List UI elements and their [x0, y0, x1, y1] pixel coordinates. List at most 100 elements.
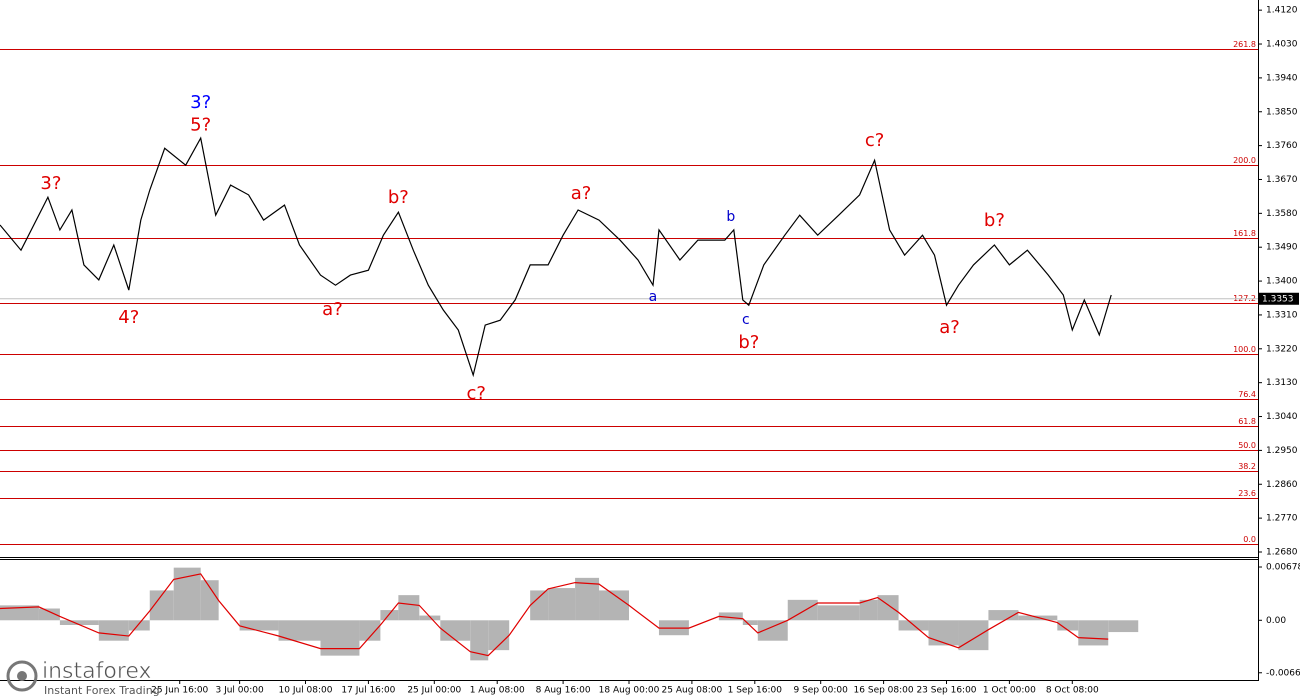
wave-label: a? — [571, 183, 592, 204]
wave-label: b? — [388, 187, 409, 208]
wave-label: c — [742, 312, 750, 328]
x-tick-label: 1 Oct 00:00 — [983, 686, 1036, 696]
macd-bar — [718, 612, 743, 621]
y-tick-label: 1.2860 — [1266, 480, 1298, 490]
y-tick-label: 0.00678 — [1266, 563, 1300, 573]
fib-label: 50.0 — [1238, 441, 1256, 450]
macd-bar — [320, 620, 360, 656]
x-tick-label: 3 Jul 00:00 — [215, 686, 264, 696]
price-line — [0, 136, 1112, 378]
logo — [6, 660, 38, 692]
macd-bar — [1078, 620, 1109, 646]
macd-bar — [859, 599, 878, 621]
wave-label: 3? — [190, 92, 211, 113]
y-tick-label: 1.3400 — [1266, 277, 1298, 287]
wave-label: a? — [322, 299, 343, 320]
macd-bar — [98, 620, 129, 641]
y-tick-label: -0.00668 — [1266, 668, 1300, 678]
wave-label: b? — [738, 332, 759, 353]
macd-bar — [359, 620, 381, 641]
y-tick-label: 1.3040 — [1266, 412, 1298, 422]
x-tick-label: 25 Aug 08:00 — [662, 686, 723, 696]
wave-label: 5? — [190, 114, 211, 135]
y-tick-label: 1.3310 — [1266, 310, 1298, 320]
y-tick-label: 1.3940 — [1266, 73, 1298, 83]
logo — [17, 671, 27, 681]
macd-bar — [742, 620, 758, 625]
x-tick-label: 8 Aug 16:00 — [536, 686, 591, 696]
last-price-tag — [1259, 292, 1299, 305]
x-tick-label: 17 Jul 16:00 — [341, 686, 395, 696]
watermark-tagline: Instant Forex Trading — [44, 684, 160, 697]
fib-label: 200.0 — [1233, 156, 1256, 165]
y-tick-label: 1.3130 — [1266, 378, 1298, 388]
macd-bar — [149, 590, 174, 621]
y-tick-label: 1.3850 — [1266, 107, 1298, 117]
macd-bar — [239, 620, 279, 631]
fib-label: 100.0 — [1233, 345, 1256, 354]
y-tick-label: 1.4120 — [1266, 6, 1298, 16]
wave-label: c? — [467, 383, 486, 404]
macd-bar — [380, 610, 399, 621]
y-tick-label: 1.3760 — [1266, 141, 1298, 151]
watermark-brand: instaforex — [42, 659, 152, 684]
macd-bar — [877, 595, 899, 621]
macd-bar — [470, 620, 489, 661]
macd-bar — [398, 595, 420, 621]
macd-bar — [787, 599, 818, 621]
plot: 1.4120 1.4030 1.3940 1.3850 1.3760 1.3670 1.35… — [0, 6, 1300, 696]
x-tick-label: 1 Aug 08:00 — [470, 686, 525, 696]
wave-label: 4? — [118, 307, 139, 328]
wave-label: c? — [865, 130, 884, 151]
fib-label: 261.8 — [1233, 40, 1256, 49]
macd-bar — [419, 615, 441, 621]
wave-label: 3? — [40, 173, 61, 194]
x-tick-label: 25 Jun 16:00 — [151, 686, 208, 696]
x-tick-label: 9 Sep 00:00 — [794, 686, 849, 696]
macd-bar — [757, 620, 788, 641]
wave-label: b? — [984, 210, 1005, 231]
fib-label: 76.4 — [1238, 390, 1256, 399]
y-tick-label: 1.2770 — [1266, 514, 1298, 524]
macd-bar — [128, 620, 150, 631]
macd-bar — [928, 620, 959, 646]
fib-label: 161.8 — [1233, 229, 1256, 238]
watermark: instaforex Instant Forex Trading — [6, 659, 160, 697]
macd-bar — [1108, 620, 1139, 633]
y-tick-label: 1.3670 — [1266, 175, 1298, 185]
y-tick-label: 1.3220 — [1266, 344, 1298, 354]
x-tick-label: 16 Sep 08:00 — [854, 686, 914, 696]
x-tick-label: 25 Jul 00:00 — [407, 686, 461, 696]
signal-line — [0, 573, 1109, 657]
wave-label: b — [726, 209, 735, 225]
fib-label: 38.2 — [1238, 462, 1256, 471]
x-tick-label: 1 Sep 16:00 — [728, 686, 783, 696]
macd-bar — [0, 605, 39, 621]
fib-label: 0.0 — [1243, 535, 1256, 544]
macd-bar — [59, 620, 99, 625]
x-tick-label: 8 Oct 08:00 — [1046, 686, 1099, 696]
macd-bar — [173, 567, 201, 621]
y-tick-label: 0.00 — [1266, 616, 1286, 626]
fib-label: 61.8 — [1238, 417, 1256, 426]
y-tick-label: 1.3580 — [1266, 209, 1298, 219]
macd-bar — [38, 608, 60, 621]
x-tick-label: 10 Jul 08:00 — [279, 686, 333, 696]
y-tick-label: 1.2950 — [1266, 446, 1298, 456]
fib-label: 23.6 — [1238, 489, 1256, 498]
y-tick-label: 1.4030 — [1266, 40, 1298, 50]
y-tick-label: 1.3490 — [1266, 243, 1298, 253]
macd-bar — [817, 605, 860, 621]
wave-label: a — [649, 289, 658, 305]
macd-bar — [440, 620, 471, 641]
y-tick-label: 1.2680 — [1266, 547, 1298, 557]
macd-bar — [988, 610, 1019, 621]
macd-bar — [200, 580, 219, 621]
macd-bar — [548, 588, 576, 621]
macd-bar — [1057, 620, 1079, 631]
macd-bar — [530, 590, 549, 621]
macd-bar — [575, 577, 600, 621]
x-tick-label: 23 Sep 16:00 — [916, 686, 976, 696]
wave-label: a? — [939, 317, 960, 338]
